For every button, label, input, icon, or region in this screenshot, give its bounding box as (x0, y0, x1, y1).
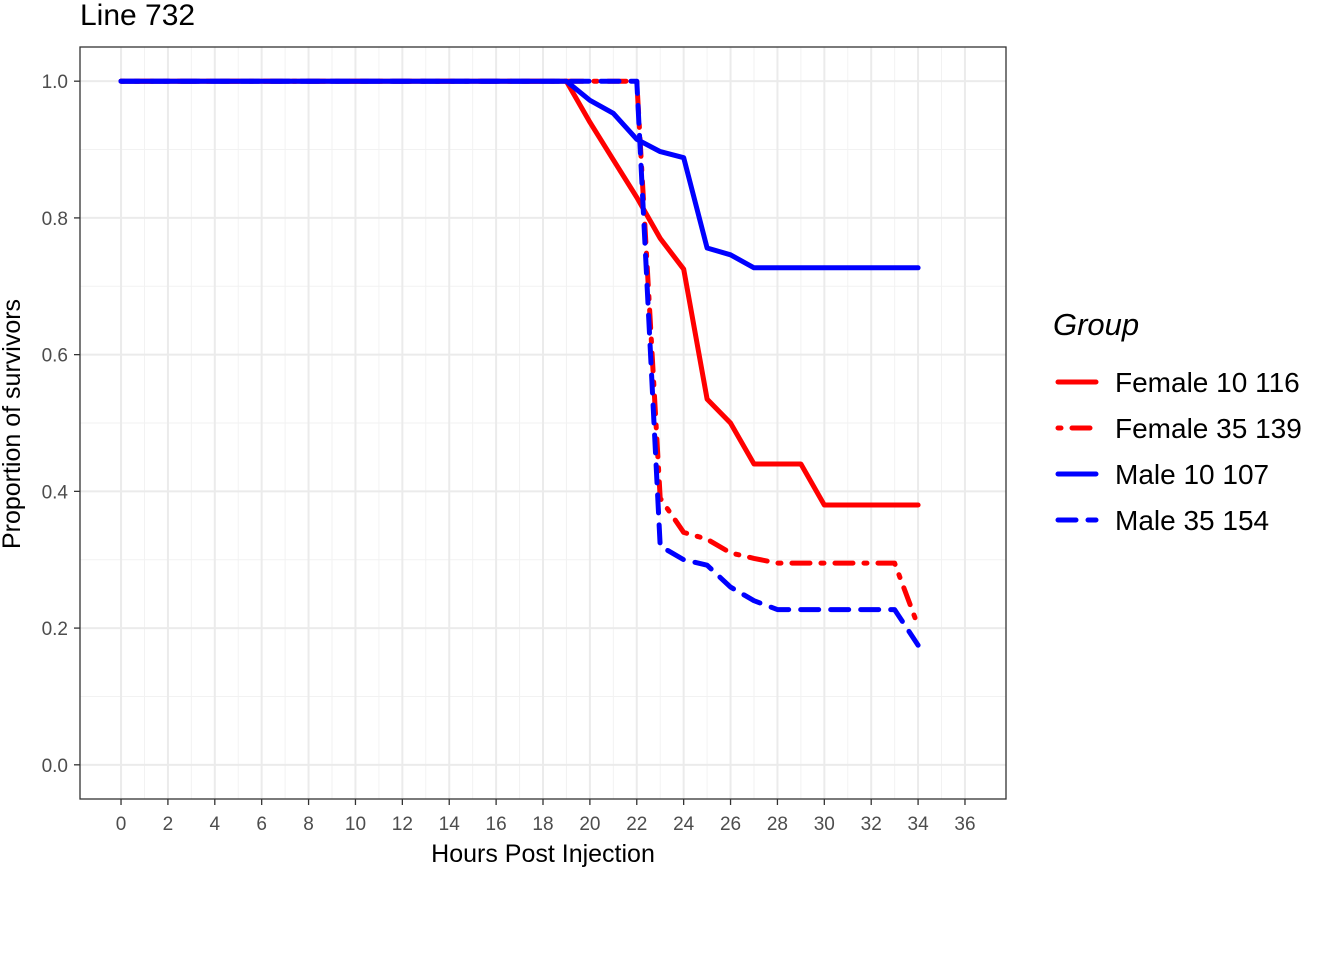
legend-title: Group (1053, 307, 1139, 342)
x-tick-label: 8 (303, 814, 314, 835)
grid-major (80, 47, 1006, 799)
x-tick-label: 22 (626, 814, 647, 835)
y-tick-label: 0.6 (42, 346, 68, 367)
grid-minor (80, 47, 1006, 799)
x-tick-label: 28 (767, 814, 788, 835)
x-tick-label: 32 (861, 814, 882, 835)
x-axis-ticks: 0 2 4 6 8 10 12 14 16 18 20 22 24 26 28 30 32 34 36 (116, 799, 976, 835)
legend-label: Male 10 107 (1115, 459, 1269, 490)
x-tick-label: 36 (954, 814, 975, 835)
series-line (118, 78, 921, 508)
y-tick-label: 1.0 (42, 72, 68, 93)
legend-label: Male 35 154 (1115, 505, 1269, 536)
x-tick-label: 6 (256, 814, 267, 835)
x-tick-label: 4 (210, 814, 221, 835)
x-tick-label: 26 (720, 814, 741, 835)
legend-label: Female 10 116 (1115, 367, 1300, 398)
y-tick-label: 0.8 (42, 209, 68, 230)
x-tick-label: 34 (908, 814, 930, 835)
y-tick-label: 0.0 (42, 756, 68, 777)
y-axis-ticks: 0.0 0.2 0.4 0.6 0.8 1.0 (42, 72, 80, 777)
x-axis-title: Hours Post Injection (431, 840, 655, 868)
series-line (118, 78, 921, 629)
series-line (118, 78, 921, 648)
x-tick-label: 16 (486, 814, 507, 835)
y-tick-label: 0.4 (42, 482, 69, 503)
x-tick-label: 0 (116, 814, 127, 835)
x-tick-label: 12 (392, 814, 413, 835)
x-tick-label: 24 (673, 814, 695, 835)
x-tick-label: 30 (814, 814, 835, 835)
chart-title: Line 732 (80, 0, 195, 32)
x-tick-label: 2 (163, 814, 174, 835)
legend: Group Female 10 116 Female 35 139 Male 10 … (1053, 307, 1302, 536)
x-tick-label: 20 (579, 814, 600, 835)
x-tick-label: 10 (345, 814, 366, 835)
y-tick-label: 0.2 (42, 619, 68, 640)
x-tick-label: 18 (532, 814, 553, 835)
y-axis-title: Proportion of survivors (0, 299, 26, 549)
x-tick-label: 14 (439, 814, 461, 835)
legend-label: Female 35 139 (1115, 413, 1302, 444)
series-line (118, 78, 921, 271)
series-lines (118, 78, 921, 648)
